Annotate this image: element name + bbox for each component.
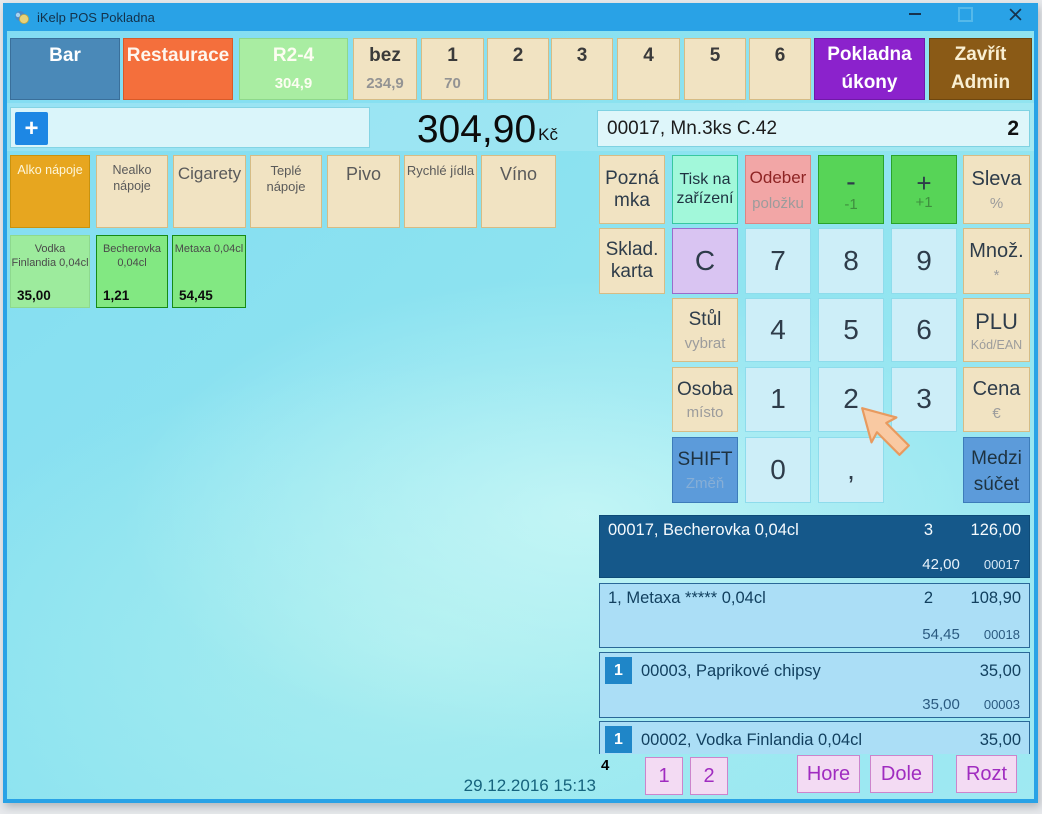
tab-3[interactable]: 3 [551, 38, 613, 100]
key-0[interactable]: 0 [745, 437, 811, 503]
page-1-button[interactable]: 1 [645, 757, 683, 795]
receipt-item[interactable]: 1 00003, Paprikové chipsy 35,00 35,00 00003 [599, 652, 1030, 718]
product-vodka-finlandia[interactable]: Vodka Finlandia 0,04cl 35,00 [10, 235, 90, 308]
plus-one-button[interactable]: + +1 [891, 155, 957, 224]
qty-badge: 1 [605, 726, 632, 753]
plu-button[interactable]: PLU Kód/EAN [963, 298, 1030, 362]
total-display: 304,90 Kč [366, 105, 558, 149]
clear-button[interactable]: C [672, 228, 738, 294]
category-cigarety[interactable]: Cigarety [173, 155, 246, 228]
page-2-button[interactable]: 2 [690, 757, 728, 795]
datetime-label: 29.12.2016 15:13 [463, 776, 596, 795]
scroll-down-button[interactable]: Dole [870, 755, 933, 793]
receipt-item-count: 4 [601, 757, 610, 774]
receipt-item[interactable]: 00017, Becherovka 0,04cl 3 126,00 42,00 000… [599, 515, 1030, 578]
tab-bez[interactable]: bez 234,9 [353, 38, 417, 100]
minus-one-button[interactable]: - -1 [818, 155, 884, 224]
quantity-button[interactable]: Množ. * [963, 228, 1030, 294]
add-item-button[interactable]: + [15, 112, 48, 145]
remove-item-button[interactable]: Odeber položku [745, 155, 811, 224]
note-button[interactable]: Pozná mka [599, 155, 665, 224]
product-becherovka[interactable]: Becherovka 0,04cl 1,21 [96, 235, 168, 308]
search-input[interactable]: + [10, 107, 370, 148]
titlebar: iKelp POS Pokladna [3, 3, 1038, 31]
product-metaxa[interactable]: Metaxa 0,04cl 54,45 [172, 235, 246, 308]
subtotal-button[interactable]: Medzi súčet [963, 437, 1030, 503]
key-7[interactable]: 7 [745, 228, 811, 294]
category-nealko-napoje[interactable]: Nealko nápoje [96, 155, 168, 228]
currency-label: Kč [538, 125, 558, 144]
close-icon [1008, 7, 1022, 21]
qty-badge: 1 [605, 657, 632, 684]
table-select-button[interactable]: Stůl vybrat [672, 298, 738, 362]
maximize-button[interactable] [942, 0, 988, 28]
category-teple-napoje[interactable]: Teplé nápoje [250, 155, 322, 228]
tab-bar[interactable]: Bar [10, 38, 120, 100]
category-pivo[interactable]: Pivo [327, 155, 400, 228]
shift-button[interactable]: SHIFT Změň [672, 437, 738, 503]
zavrit-admin-button[interactable]: Zavřít Admin [929, 38, 1032, 100]
person-place-button[interactable]: Osoba místo [672, 367, 738, 432]
current-item-field: 00017, Mn.3ks C.42 2 [597, 110, 1030, 147]
discount-button[interactable]: Sleva% [963, 155, 1030, 224]
pokladna-ukony-button[interactable]: Pokladna úkony [814, 38, 925, 100]
tab-restaurace[interactable]: Restaurace [123, 38, 233, 100]
tab-1[interactable]: 1 70 [421, 38, 484, 100]
key-2[interactable]: 2 [818, 367, 884, 432]
stock-card-button[interactable]: Sklad. karta [599, 228, 665, 294]
tab-6[interactable]: 6 [749, 38, 811, 100]
maximize-icon [957, 6, 973, 22]
key-3[interactable]: 3 [891, 367, 957, 432]
price-button[interactable]: Cena € [963, 367, 1030, 432]
tab-2[interactable]: 2 [487, 38, 549, 100]
current-item-text: 00017, Mn.3ks C.42 [607, 117, 778, 139]
current-item-qty: 2 [1007, 116, 1019, 140]
app-icon [15, 10, 29, 24]
category-rychle-jidla[interactable]: Rychlé jídla [404, 155, 477, 228]
receipt-list: 00017, Becherovka 0,04cl 3 126,00 42,00 000… [599, 515, 1030, 754]
close-button[interactable] [992, 0, 1038, 28]
tab-4[interactable]: 4 [617, 38, 680, 100]
category-alko-napoje[interactable]: Alko nápoje [10, 155, 90, 228]
print-device-button[interactable]: Tisk na zařízení [672, 155, 738, 224]
scroll-up-button[interactable]: Hore [797, 755, 860, 793]
key-6[interactable]: 6 [891, 298, 957, 362]
receipt-item[interactable]: 1 00002, Vodka Finlandia 0,04cl 35,00 [599, 721, 1030, 754]
minimize-icon [909, 13, 921, 15]
category-vino[interactable]: Víno [481, 155, 556, 228]
window-title: iKelp POS Pokladna [37, 9, 155, 25]
tab-table-r2-4[interactable]: R2-4 304,9 [239, 38, 348, 100]
key-9[interactable]: 9 [891, 228, 957, 294]
comma-key[interactable]: , [818, 437, 884, 503]
minimize-button[interactable] [892, 0, 938, 28]
receipt-item[interactable]: 1, Metaxa ***** 0,04cl 2 108,90 54,45 00018 [599, 583, 1030, 648]
expand-button[interactable]: Rozt [956, 755, 1017, 793]
key-1[interactable]: 1 [745, 367, 811, 432]
key-5[interactable]: 5 [818, 298, 884, 362]
tab-5[interactable]: 5 [684, 38, 746, 100]
total-amount: 304,90 [416, 108, 537, 151]
key-4[interactable]: 4 [745, 298, 811, 362]
key-8[interactable]: 8 [818, 228, 884, 294]
